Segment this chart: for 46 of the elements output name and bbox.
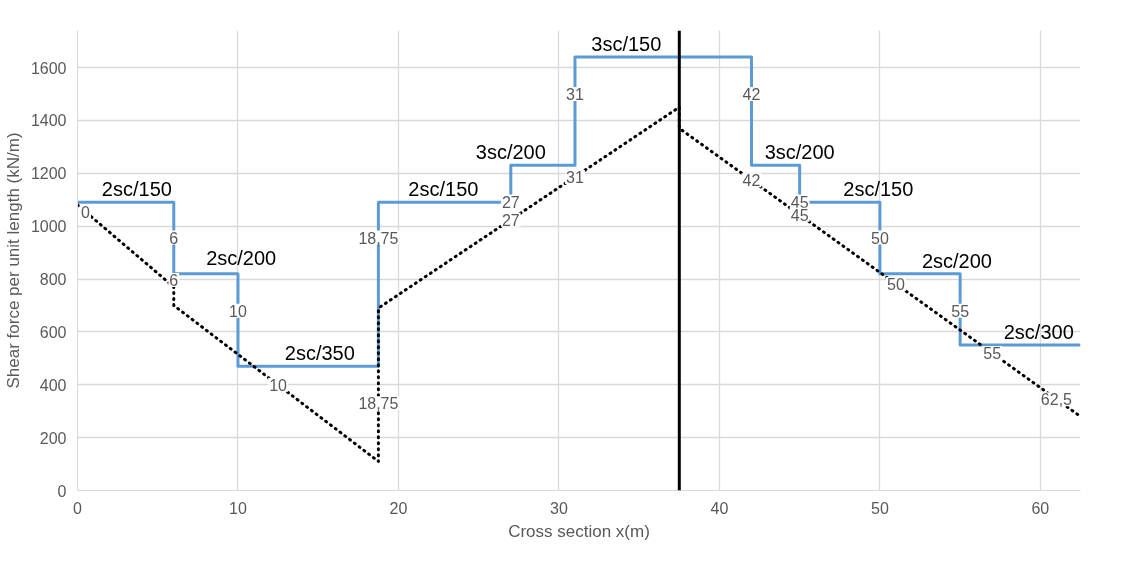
x-tick-label: 10 — [229, 499, 247, 517]
annotation: 2sc/350 — [284, 342, 355, 365]
annotation: 18,75 — [358, 229, 399, 247]
annotation: 2sc/150 — [101, 178, 172, 201]
annotation: 6 — [169, 272, 179, 290]
annotation: 27 — [501, 211, 520, 229]
x-tick-label: 40 — [710, 499, 729, 517]
y-tick-label: 1000 — [30, 218, 67, 236]
y-tick-label: 800 — [39, 271, 67, 289]
x-axis-title: Cross section x(m) — [508, 521, 650, 541]
y-tick-label: 400 — [39, 376, 67, 394]
x-tick-label: 50 — [871, 499, 889, 517]
x-tick-label: 20 — [389, 499, 408, 517]
annotation: 10 — [229, 302, 247, 320]
annotation: 3sc/200 — [475, 141, 546, 164]
annotation: 18,75 — [358, 395, 399, 413]
y-tick-label: 0 — [57, 482, 67, 500]
y-tick-label: 200 — [39, 429, 67, 447]
annotation: 6 — [169, 229, 179, 247]
x-tick-label: 0 — [73, 499, 83, 517]
annotation: 42 — [742, 172, 761, 190]
annotation: 31 — [566, 85, 584, 103]
x-tick-label: 60 — [1031, 499, 1050, 517]
annotation: 50 — [871, 229, 889, 247]
annotation: 50 — [887, 276, 905, 294]
annotation: 3sc/150 — [591, 32, 662, 55]
annotation: 2sc/200 — [206, 247, 277, 270]
annotation: 2sc/150 — [408, 178, 479, 201]
annotation: 27 — [501, 193, 520, 211]
annotation: 2sc/150 — [843, 178, 914, 201]
annotation: 10 — [269, 376, 288, 394]
y-tick-label: 1200 — [30, 165, 67, 183]
annotation: 62,5 — [1040, 391, 1073, 409]
annotation: 2sc/300 — [1003, 321, 1074, 344]
annotation: 3sc/200 — [764, 141, 835, 164]
y-tick-label: 600 — [39, 323, 67, 341]
y-tick-label: 1400 — [30, 112, 67, 130]
annotation: 42 — [742, 85, 761, 103]
annotation: 0 — [81, 203, 91, 221]
x-tick-label: 30 — [550, 499, 568, 517]
annotation: 2sc/200 — [921, 249, 992, 272]
y-tick-label: 1600 — [30, 59, 67, 77]
annotation: 55 — [951, 302, 970, 320]
y-axis-title: Shear force per unit length (kN/m) — [3, 132, 23, 389]
annotation: 31 — [566, 168, 584, 186]
annotation: 55 — [983, 345, 1002, 363]
